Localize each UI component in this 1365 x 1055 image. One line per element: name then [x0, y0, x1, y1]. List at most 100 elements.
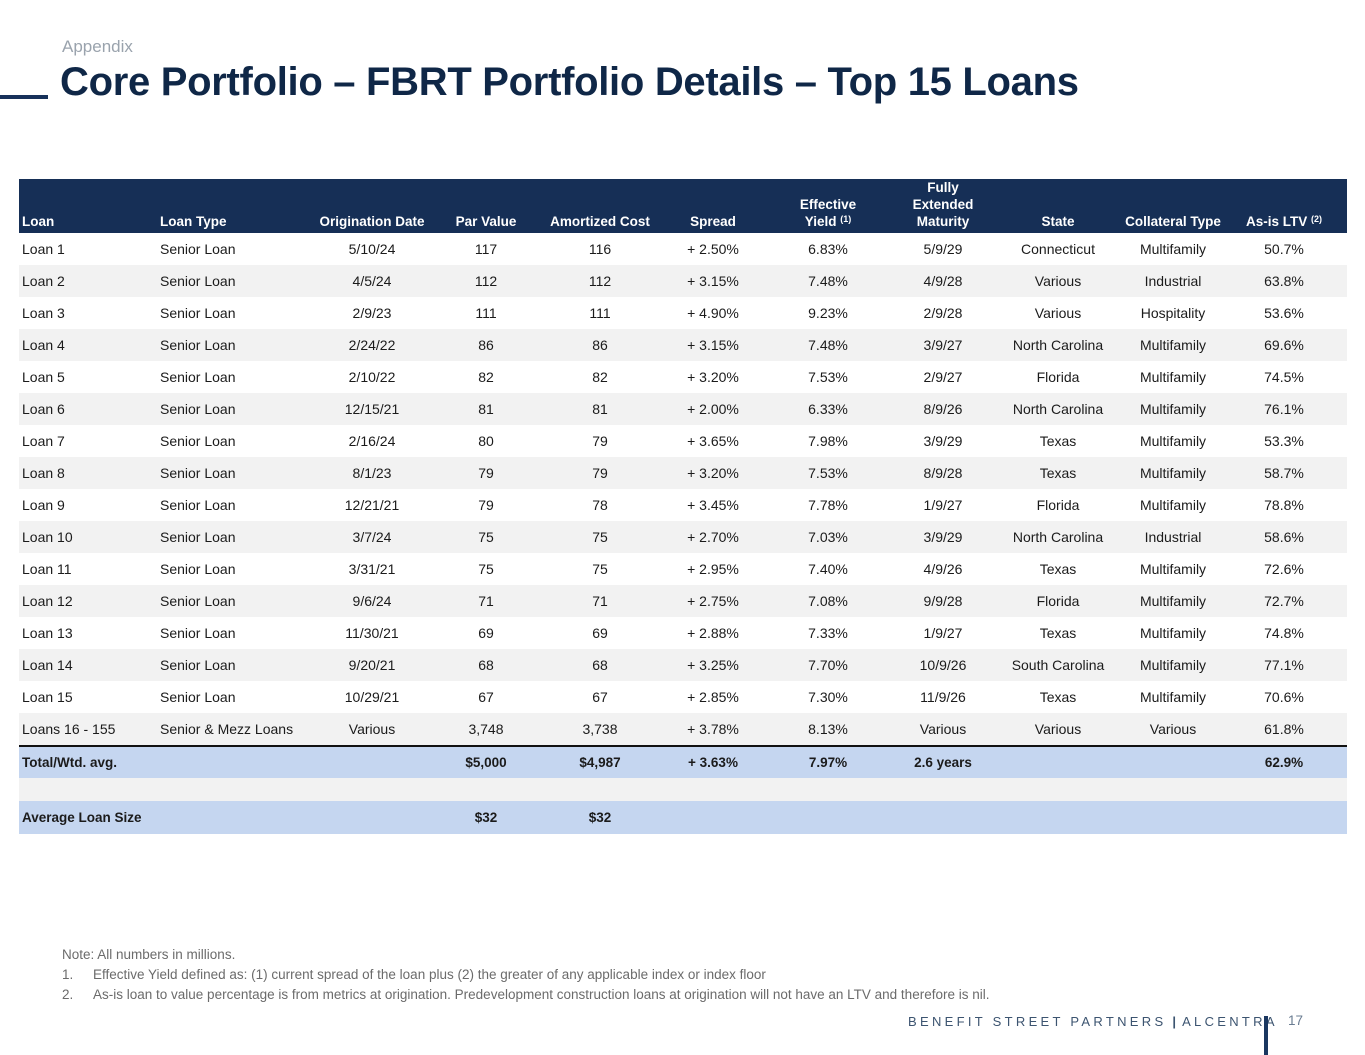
table-header-row: Loan Loan Type Origination Date Par Value Am…: [19, 179, 1347, 233]
summary-cell: [157, 745, 307, 778]
column-header-line: Effective: [799, 197, 857, 212]
table-cell: Multifamily: [1139, 689, 1207, 705]
table-cell: Multifamily: [1125, 585, 1221, 617]
table-cell: 7.03%: [761, 521, 895, 553]
table-row: Loan 8 Senior Loan 8/1/23 79 79 + 3.20% 7.53% 8…: [19, 457, 1347, 489]
table-cell: 2/24/22: [307, 329, 437, 361]
table-cell: Loan 15: [22, 689, 73, 705]
table-cell: Various: [991, 265, 1125, 297]
footnote-marker: (2): [1311, 214, 1323, 224]
table-cell: Senior Loan: [157, 457, 307, 489]
summary-cell: [1125, 745, 1221, 778]
table-row: Loan 2 Senior Loan 4/5/24 112 112 + 3.15% 7.48…: [19, 265, 1347, 297]
table-cell: 80: [478, 433, 494, 449]
table-cell: 4/5/24: [307, 265, 437, 297]
table-row: Loan 6 Senior Loan 12/15/21 81 81 + 2.00% 6.33…: [19, 393, 1347, 425]
table-cell: Multifamily: [1139, 625, 1207, 641]
table-cell: Hospitality: [1140, 305, 1206, 321]
table-cell: 79: [535, 457, 665, 489]
table-cell: Multifamily: [1139, 241, 1207, 257]
table-cell: 75: [437, 521, 535, 553]
table-cell: 3/9/29: [895, 521, 991, 553]
column-header-label-line: Amortized Cost: [535, 213, 665, 230]
table-cell: 111: [475, 305, 497, 321]
table-header: Loan Loan Type Origination Date Par Value Am…: [19, 179, 1347, 233]
table-summary: Total/Wtd. avg. $5,000 $4,987 + 3.63% 7.97% 2…: [19, 745, 1347, 834]
brand-separator: |: [1172, 1014, 1177, 1029]
column-header-line: Fully Extended: [912, 180, 974, 212]
footnotes: Note: All numbers in millions. 1. Effecti…: [62, 945, 989, 1005]
table-cell: 9/20/21: [307, 649, 437, 681]
table-cell: Senior Loan: [160, 625, 236, 641]
table-cell: 75: [478, 561, 494, 577]
table-cell: + 3.45%: [687, 497, 739, 513]
table-cell: 4/9/26: [923, 561, 963, 577]
table-cell: Multifamily: [1139, 433, 1207, 449]
table-cell: Multifamily: [1125, 329, 1221, 361]
table-cell: 78: [592, 497, 608, 513]
table-row: Loan 4 Senior Loan 2/24/22 86 86 + 3.15% 7.48%…: [19, 329, 1347, 361]
table-cell: 72.6%: [1264, 561, 1304, 577]
table-cell: 7.78%: [808, 497, 848, 513]
table-cell: Senior Loan: [160, 497, 236, 513]
table-cell: 6.33%: [761, 393, 895, 425]
column-header-label-line: State: [991, 213, 1125, 230]
table-cell: Multifamily: [1139, 497, 1207, 513]
table-cell: 3/9/29: [923, 433, 963, 449]
column-header: Loan: [19, 179, 157, 233]
table-cell: North Carolina: [991, 521, 1125, 553]
column-header-label-line: Collateral Type: [1125, 213, 1221, 230]
table-cell: 11/9/26: [920, 689, 966, 705]
table-cell: Connecticut: [1021, 241, 1095, 257]
table-cell: + 2.95%: [687, 561, 739, 577]
table-cell: Various: [1034, 305, 1082, 321]
table-cell: Loans 16 - 155: [19, 713, 157, 746]
column-header-label: Collateral Type: [1125, 214, 1221, 229]
footnote-1: 1. Effective Yield defined as: (1) curren…: [62, 965, 989, 985]
table-cell: Loan 12: [19, 585, 157, 617]
table-cell: 74.5%: [1264, 369, 1304, 385]
table-cell: 2/16/24: [348, 433, 396, 449]
table-cell: 1/9/27: [923, 625, 963, 641]
table-cell: Senior Loan: [157, 393, 307, 425]
table-cell: Loan 3: [22, 305, 65, 321]
table-cell: Multifamily: [1125, 393, 1221, 425]
table-cell: 53.6%: [1264, 305, 1304, 321]
column-header-label: Origination Date: [319, 214, 425, 229]
table-row: Loan 5 Senior Loan 2/10/22 82 82 + 3.20% 7.53%…: [19, 361, 1347, 393]
table-cell: Industrial: [1125, 265, 1221, 297]
table-cell: Texas: [991, 457, 1125, 489]
table-cell: 67: [592, 689, 608, 705]
table-cell: Multifamily: [1125, 457, 1221, 489]
column-header-label-line: Par Value: [437, 213, 535, 230]
table-cell: 112: [535, 265, 665, 297]
column-header-label: Amortized Cost: [550, 214, 650, 229]
brand-name: BENEFIT STREET PARTNERS: [908, 1014, 1167, 1029]
table-cell: 9/6/24: [307, 585, 437, 617]
table-cell: 61.8%: [1221, 713, 1347, 746]
table-cell: 63.8%: [1221, 265, 1347, 297]
table-cell: Loan 10: [19, 521, 157, 553]
column-header-label: As-is LTV: [1245, 214, 1308, 229]
table-cell: 7.08%: [761, 585, 895, 617]
summary-cell: [1221, 801, 1347, 834]
brand-partner: ALCENTRA: [1182, 1014, 1278, 1029]
table-cell: 82: [592, 369, 608, 385]
table-cell: Texas: [1039, 433, 1077, 449]
table-cell: + 3.20%: [665, 457, 761, 489]
table-cell: Loan 8: [19, 457, 157, 489]
column-header-label-line: Yield (1): [761, 213, 895, 230]
table-cell: Loan 6: [19, 393, 157, 425]
table-cell: Various: [1125, 713, 1221, 746]
table-cell: 76.1%: [1221, 393, 1347, 425]
table-cell: Florida: [1036, 497, 1080, 513]
table-cell: 2/9/23: [352, 305, 392, 321]
table-cell: Senior Loan: [157, 585, 307, 617]
title-accent-bar: [0, 95, 48, 99]
table-cell: Loan 2: [19, 265, 157, 297]
table-cell: North Carolina: [991, 329, 1125, 361]
table-cell: 7.53%: [761, 457, 895, 489]
summary-cell: [307, 801, 437, 834]
table-cell: 7.48%: [761, 265, 895, 297]
table-cell: Senior Loan: [157, 649, 307, 681]
